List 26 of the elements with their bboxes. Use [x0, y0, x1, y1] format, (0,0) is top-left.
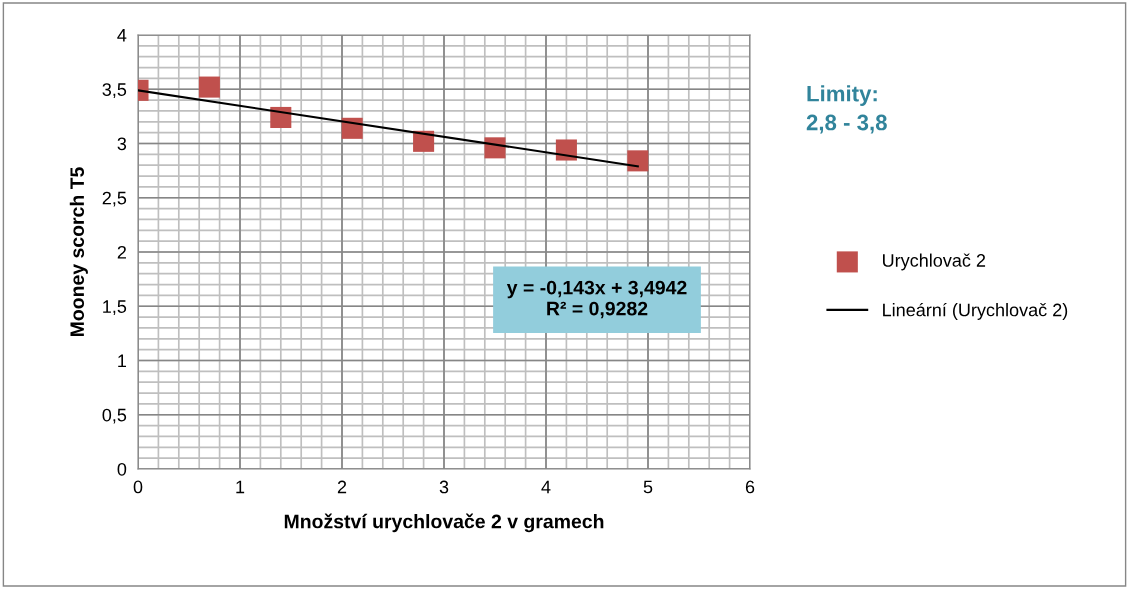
x-tick-label: 0	[133, 480, 143, 494]
point	[198, 76, 220, 98]
legend-label: Lineární (Urychlovač 2)	[883, 302, 1068, 320]
point	[627, 150, 649, 172]
x-tick-label: 1	[236, 480, 245, 494]
y-axis-title: Mooney scorch T5	[69, 167, 88, 337]
y-tick-label: 2	[117, 245, 126, 259]
y-tick-label: 4	[117, 29, 127, 42]
annotation: y = -0,143x + 3,4942 R² = 0,9282	[506, 280, 687, 319]
point	[484, 137, 506, 159]
point	[555, 139, 577, 161]
legend-label: Urychlovač 2	[883, 253, 986, 271]
y-tick-label: 1	[118, 354, 127, 368]
y-tick-label: 3,5	[102, 83, 127, 99]
x-tick-label: 2	[337, 480, 347, 494]
x-tick-label: 4	[541, 480, 551, 494]
x-tick-label: 6	[745, 480, 755, 494]
y-tick-label: 1,5	[103, 300, 127, 316]
x-tick-label: 5	[643, 480, 653, 494]
y-tick-label: 0,5	[102, 408, 127, 424]
x-tick-label: 3	[439, 480, 449, 494]
text: Limity: 2,8 - 3,8	[806, 85, 887, 134]
x-axis-title: Množství urychlovače 2 v gramech	[284, 513, 604, 533]
y-tick-label: 0	[117, 462, 127, 476]
y-tick-label: 3	[117, 137, 127, 151]
y-tick-label: 2,5	[102, 191, 127, 207]
